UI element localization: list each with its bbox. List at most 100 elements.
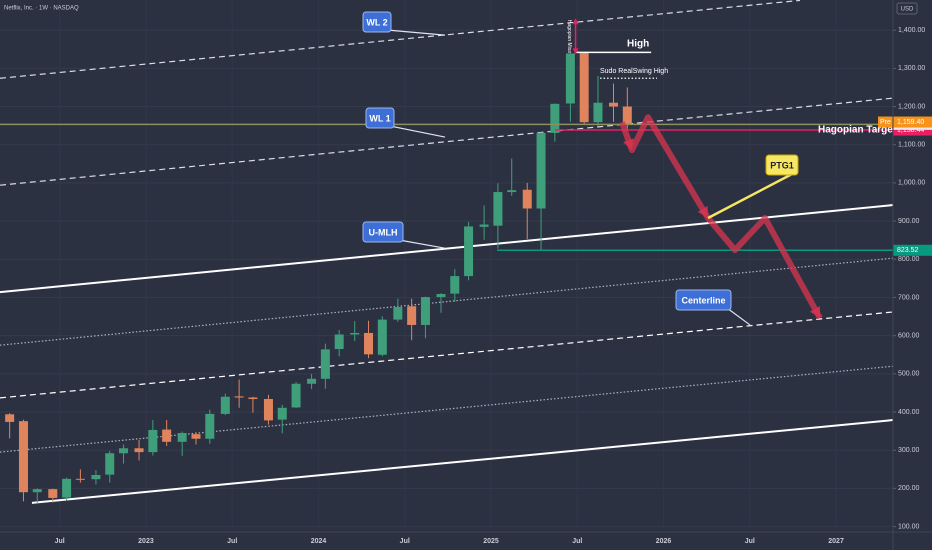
callout-pointer: [389, 125, 446, 138]
candle-body: [320, 349, 330, 379]
x-tick-label: 2027: [828, 538, 844, 545]
candle-body: [307, 378, 317, 384]
candle-body: [191, 434, 201, 439]
projection-arrowhead: [697, 206, 709, 219]
candle-body: [148, 429, 158, 453]
y-tick-label: 200.00: [898, 485, 920, 492]
candle-body: [464, 226, 474, 277]
candle-body: [377, 319, 387, 355]
x-tick-label: Jul: [400, 538, 410, 545]
miss-label: Hagopian Miss: [566, 20, 572, 54]
price-label-box: [893, 244, 932, 256]
callout-text: WL 1: [369, 113, 390, 123]
callout-box: [362, 221, 404, 243]
candle-body: [565, 53, 575, 104]
price-label: 823.52: [897, 247, 919, 254]
candle-body: [493, 192, 503, 226]
level-label: High: [627, 39, 649, 50]
candle-body: [119, 448, 129, 454]
candle-body: [507, 190, 517, 193]
candle-body: [522, 189, 532, 209]
candle-body: [105, 453, 115, 475]
y-tick-label: 1,400.00: [898, 27, 925, 34]
candle-body: [75, 478, 85, 480]
x-tick-label: Jul: [227, 538, 237, 545]
candle-body: [350, 332, 360, 335]
price-label-box: [893, 116, 932, 128]
level-label: Sudo RealSwing High: [600, 68, 668, 75]
level-label: Hagopian Target: [818, 125, 897, 136]
channel-line: [0, 0, 801, 79]
candle-body: [334, 334, 344, 350]
candle-body: [364, 332, 374, 355]
candle-body: [162, 429, 172, 442]
candle-body: [579, 53, 589, 123]
price-label-box: [893, 124, 932, 136]
projection-arrowhead: [809, 306, 821, 319]
candle-body: [536, 132, 546, 209]
y-tick-label: 400.00: [898, 409, 920, 416]
miss-arrowhead: [572, 48, 579, 55]
callout-pointer: [726, 307, 751, 326]
badge: Pre: [880, 119, 891, 126]
callout-text: U-MLH: [369, 227, 398, 237]
candle-body: [593, 102, 603, 123]
x-tick-label: 2025: [483, 538, 499, 545]
callout-box: [362, 11, 392, 33]
y-tick-label: 700.00: [898, 294, 920, 301]
candle-body: [277, 407, 287, 420]
callout-box: [765, 154, 799, 176]
candle-body: [220, 396, 230, 414]
price-label: 1,138.44: [897, 127, 924, 134]
candle-body: [609, 102, 619, 107]
y-tick-label: 800.00: [898, 256, 920, 263]
channel-line: [31, 419, 894, 504]
y-tick-label: 1,300.00: [898, 65, 925, 72]
currency: USD: [901, 7, 914, 13]
candle-body: [205, 413, 215, 439]
candle-body: [263, 399, 273, 421]
candle-body: [420, 297, 430, 325]
price-label: 1,159.40: [897, 119, 924, 126]
channel-line: [0, 204, 894, 294]
candle-body: [48, 489, 58, 498]
candle-body: [550, 103, 560, 133]
candle-body: [248, 397, 258, 400]
candle-body: [234, 396, 244, 398]
candle-body: [91, 475, 101, 480]
candle-body: [393, 307, 403, 320]
channel-line: [0, 365, 894, 453]
callout-pointer: [398, 239, 446, 249]
x-tick-label: Jul: [745, 538, 755, 545]
x-tick-label: Jul: [55, 538, 65, 545]
y-tick-label: 100.00: [898, 523, 920, 530]
callout-text: PTG1: [770, 160, 794, 170]
candle-body: [62, 478, 72, 498]
callout-pointer: [707, 171, 795, 220]
candle-body: [32, 489, 42, 493]
candle-body: [177, 433, 187, 442]
candle-body: [407, 306, 417, 325]
candle-body: [291, 383, 301, 408]
channel-line: [0, 257, 894, 346]
currency-box: [896, 2, 918, 15]
x-tick-label: 2024: [311, 538, 327, 545]
chart-title: Netflix, Inc. · 1W · NASDAQ: [4, 6, 79, 12]
x-tick-label: Jul: [572, 538, 582, 545]
candle-body: [5, 414, 15, 422]
callout-text: Centerline: [681, 295, 725, 305]
callout-box: [675, 289, 732, 311]
y-tick-label: 300.00: [898, 447, 920, 454]
y-tick-label: 1,100.00: [898, 142, 925, 149]
callout-text: WL 2: [366, 17, 387, 27]
candle-body: [18, 421, 28, 493]
candle-body: [622, 106, 632, 125]
candle-body: [450, 276, 460, 294]
y-tick-label: 900.00: [898, 218, 920, 225]
plot: [0, 0, 894, 504]
x-tick-label: 2023: [138, 538, 154, 545]
